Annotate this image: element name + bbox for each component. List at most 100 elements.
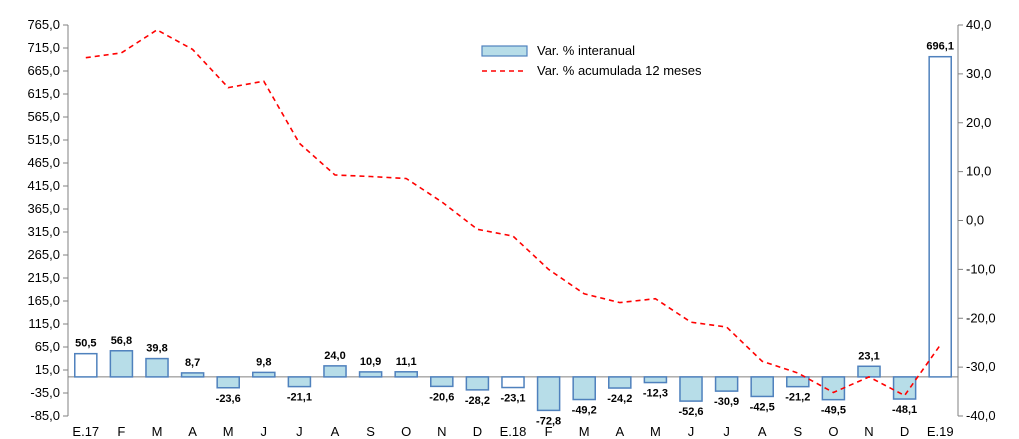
x-tick-label: A (615, 424, 624, 439)
bar (536, 376, 561, 412)
x-tick-label: F (117, 424, 125, 439)
x-tick-label: M (650, 424, 661, 439)
line-series (85, 28, 941, 397)
bar-data-label: -12,3 (643, 388, 668, 400)
legend-bar-label: Var. % interanual (537, 43, 635, 58)
x-tick-label: E.19 (927, 424, 954, 439)
right-tick-label: -40,0 (966, 408, 996, 423)
left-tick-label: 765,0 (27, 17, 60, 32)
bar (643, 376, 668, 384)
left-tick-label: 665,0 (27, 63, 60, 78)
x-tick-label: J (688, 424, 695, 439)
left-tick-label: 715,0 (27, 40, 60, 55)
x-tick-label: E.17 (72, 424, 99, 439)
bar-data-label: -23,1 (500, 393, 525, 405)
left-tick-label: 165,0 (27, 293, 60, 308)
bar-data-label: -52,6 (678, 406, 703, 418)
x-tick-label: M (152, 424, 163, 439)
x-tick-label: M (579, 424, 590, 439)
left-tick-label: 565,0 (27, 109, 60, 124)
right-tick-label: -10,0 (966, 261, 996, 276)
x-tick-label: N (437, 424, 446, 439)
bar-data-label: 9,8 (256, 356, 271, 368)
x-tick-label: O (828, 424, 838, 439)
x-tick-label: O (401, 424, 411, 439)
bar (465, 376, 490, 391)
left-tick-label: -85,0 (30, 408, 60, 423)
x-tick-label: A (188, 424, 197, 439)
bar-data-label: 11,1 (396, 356, 417, 368)
right-tick-label: 30,0 (966, 66, 991, 81)
bar-data-label: -49,5 (821, 405, 846, 417)
legend-line-label: Var. % acumulada 12 meses (537, 63, 702, 78)
bar (857, 365, 881, 378)
bar (786, 376, 810, 388)
bar (572, 376, 596, 401)
right-tick-label: -30,0 (966, 359, 996, 374)
bar-data-label: 56,8 (111, 335, 132, 347)
x-tick-label: A (758, 424, 767, 439)
bar (358, 371, 383, 378)
left-tick-label: 315,0 (27, 224, 60, 239)
bar-data-label: 23,1 (858, 350, 879, 362)
right-tick-label: -20,0 (966, 310, 996, 325)
bar (608, 376, 632, 389)
bar (750, 376, 774, 398)
left-tick-label: 615,0 (27, 86, 60, 101)
bar (892, 376, 917, 400)
left-tick-label: 515,0 (27, 132, 60, 147)
bar-data-label: -23,6 (216, 393, 241, 405)
x-tick-label: D (473, 424, 482, 439)
bar (679, 376, 703, 402)
legend-bar-swatch (481, 45, 528, 57)
x-tick-label: A (331, 424, 340, 439)
left-tick-label: 215,0 (27, 270, 60, 285)
bar (74, 352, 98, 378)
bar-data-label: -20,6 (429, 391, 454, 403)
left-tick-label: 15,0 (35, 362, 60, 377)
left-tick-label: 265,0 (27, 247, 60, 262)
bar-data-label: 8,7 (185, 357, 200, 369)
bar (430, 376, 454, 388)
bar-data-label: -48,1 (892, 404, 917, 416)
x-tick-label: S (366, 424, 375, 439)
left-tick-label: 465,0 (27, 155, 60, 170)
bar (216, 376, 240, 389)
bar-data-label: -49,2 (572, 405, 597, 417)
x-tick-label: J (723, 424, 730, 439)
x-tick-label: E.18 (500, 424, 527, 439)
bar (252, 371, 276, 378)
x-tick-label: F (545, 424, 553, 439)
x-tick-label: J (296, 424, 303, 439)
bar (287, 376, 312, 388)
x-tick-label: M (223, 424, 234, 439)
left-tick-label: 115,0 (28, 316, 60, 331)
x-tick-label: J (261, 424, 268, 439)
bar (501, 376, 525, 389)
bar-data-label: 696,1 (926, 41, 954, 53)
bar (109, 350, 134, 378)
bar-data-label: 24,0 (324, 350, 345, 362)
right-tick-label: 40,0 (966, 17, 991, 32)
bar-data-label: -42,5 (750, 401, 775, 413)
bar-data-label: -24,2 (607, 393, 632, 405)
bar-data-label: -30,9 (714, 396, 739, 408)
bar-data-label: 50,5 (75, 338, 96, 350)
x-tick-label: D (900, 424, 909, 439)
left-tick-label: 65,0 (35, 339, 60, 354)
bar (714, 376, 739, 392)
left-tick-label: 365,0 (27, 201, 60, 216)
bar-data-label: 39,8 (146, 343, 167, 355)
left-tick-label: 415,0 (27, 178, 60, 193)
bar-data-label: -21,1 (287, 392, 312, 404)
x-tick-label: N (864, 424, 873, 439)
bar (180, 372, 205, 378)
bar-data-label: -28,2 (465, 395, 490, 407)
right-tick-label: 0,0 (966, 213, 984, 228)
bar-data-label: -21,2 (785, 392, 810, 404)
bar (323, 365, 347, 378)
right-tick-label: 10,0 (966, 164, 991, 179)
bar-data-label: -72,8 (536, 415, 561, 427)
